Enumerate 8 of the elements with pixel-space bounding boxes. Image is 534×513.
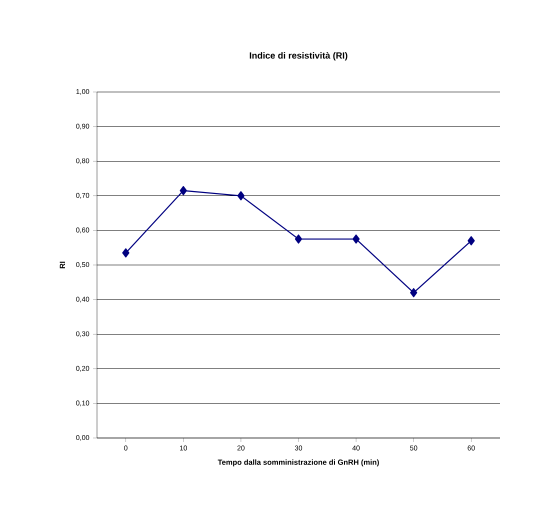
point (237, 191, 245, 200)
point (468, 236, 475, 246)
point (352, 234, 360, 244)
chart-title: Indice di resistività (RI) (250, 52, 348, 60)
point (180, 186, 187, 196)
point (410, 288, 418, 298)
point (294, 234, 302, 244)
point (122, 248, 130, 258)
